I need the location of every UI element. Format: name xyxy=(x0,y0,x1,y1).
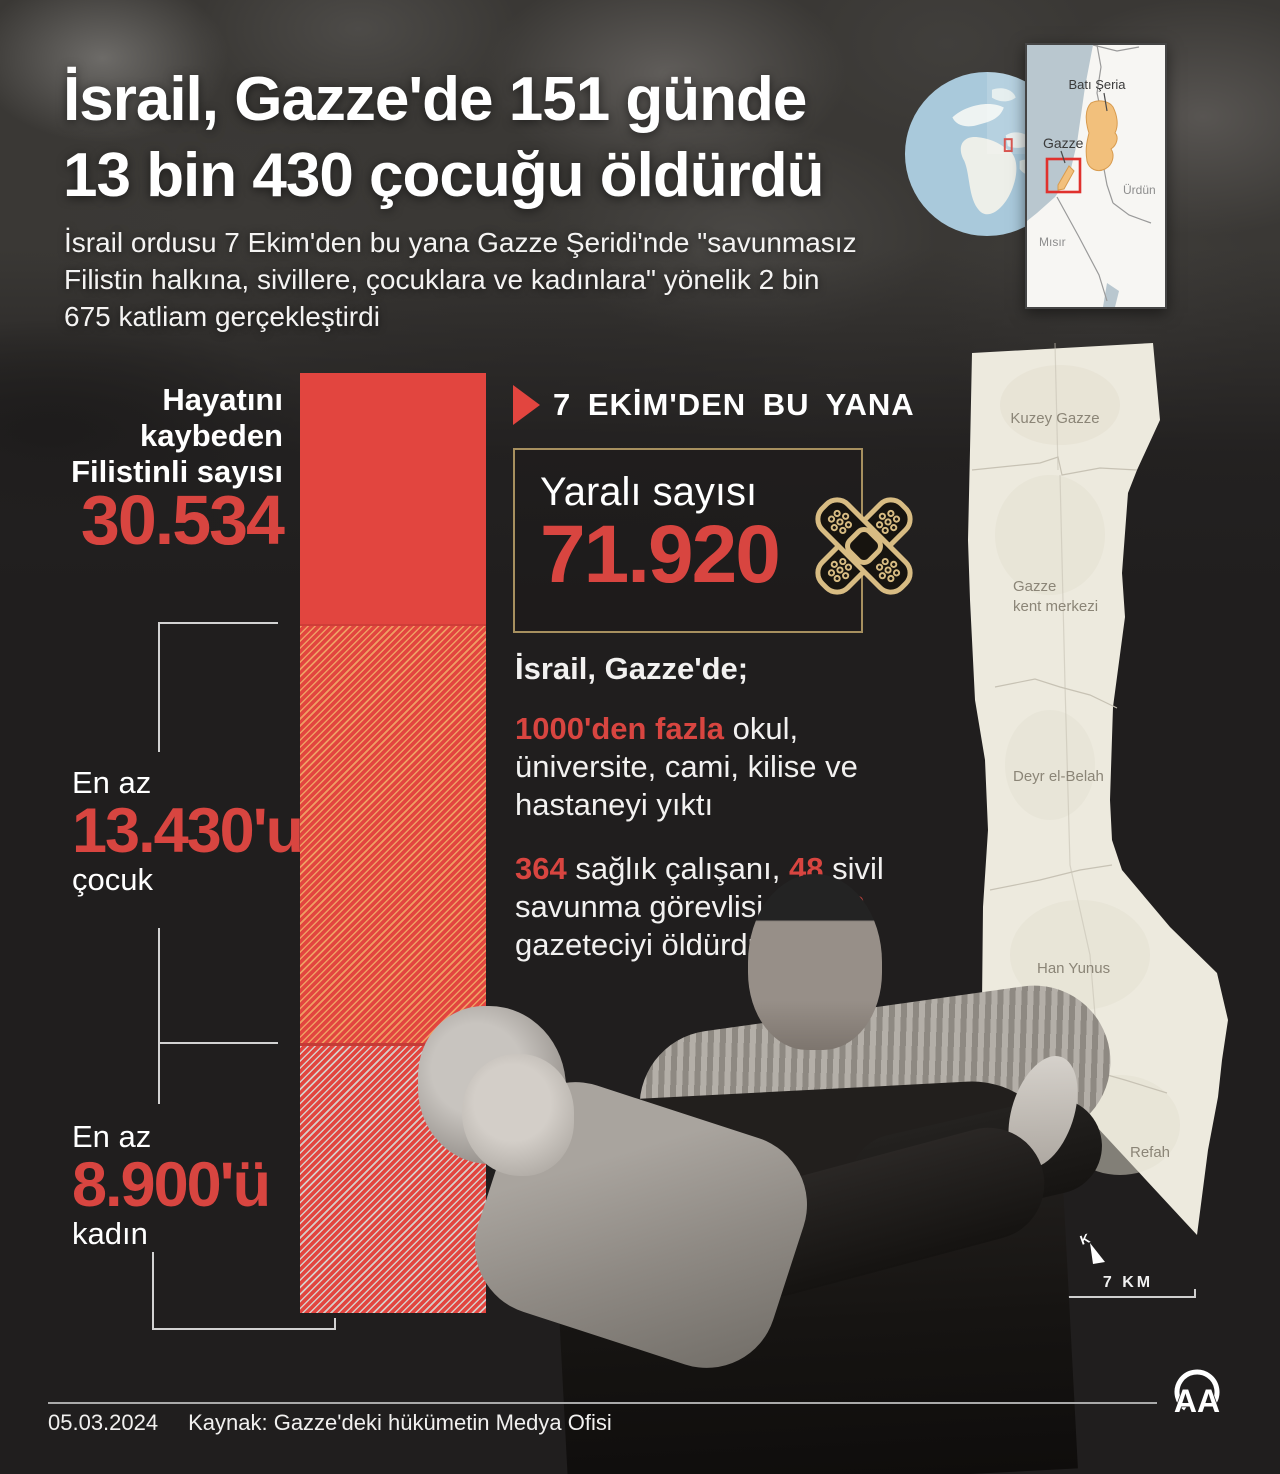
aa-logo: AA xyxy=(1166,1366,1228,1433)
women-stat-value: 8.900'ü xyxy=(72,1150,271,1220)
bandage-icon xyxy=(814,494,914,603)
women-bracket-hook xyxy=(334,1318,336,1330)
fact-destroyed-rest: okul, üniversite, cami, kilise ve hastan… xyxy=(515,711,858,822)
death-toll-label-line1: Hayatını xyxy=(162,382,283,417)
locator-label-west-bank: Batı Şeria xyxy=(1068,77,1126,92)
map-label-rafah: Refah xyxy=(1130,1144,1170,1161)
fact-journalists-text: gazeteciyi öldürdü xyxy=(515,927,765,962)
death-toll-label-line2: kaybeden xyxy=(139,418,283,453)
map-label-gaza-city-1: Gazze xyxy=(1013,578,1056,595)
women-stat-suffix: kadın xyxy=(72,1216,148,1251)
fact-destroyed: 1000'den fazla okul, üniversite, cami, k… xyxy=(515,710,939,824)
footer-source: Kaynak: Gazze'deki hükümetin Medya Ofisi xyxy=(188,1410,612,1435)
children-stat: En az 13.430'u çocuk xyxy=(72,765,304,898)
children-stat-suffix: çocuk xyxy=(72,862,153,897)
subtitle-line-2: Filistin halkına, sivillere, çocuklara v… xyxy=(64,264,820,295)
children-bracket-lower xyxy=(158,928,160,1044)
scale-bar: 7 KM xyxy=(1060,1274,1196,1298)
women-bracket-bottom xyxy=(152,1328,336,1330)
man-head xyxy=(748,874,882,1050)
locator-label-jordan: Ürdün xyxy=(1123,183,1156,197)
women-stat: En az 8.900'ü kadın xyxy=(72,1120,292,1252)
fact-health-workers-text: sağlık çalışanı, xyxy=(566,851,790,886)
fact-destroyed-count: 1000'den fazla xyxy=(515,711,724,746)
subtitle-line-3: 675 katliam gerçekleştirdi xyxy=(64,301,380,332)
since-heading-text: 7 EKİM'DEN BU YANA xyxy=(553,387,915,422)
footer-date: 05.03.2024 xyxy=(48,1410,159,1435)
injured-box: Yaralı sayısı 71.920 xyxy=(513,448,913,633)
women-stat-prefix: En az xyxy=(72,1119,152,1154)
death-toll-label-line3: Filistinli sayısı xyxy=(71,454,283,489)
locator-label-egypt: Mısır xyxy=(1039,235,1066,249)
footer: 05.03.2024 Kaynak: Gazze'deki hükümetin … xyxy=(48,1410,612,1436)
map-label-north-gaza: Kuzey Gazze xyxy=(1010,410,1099,427)
children-stat-prefix: En az xyxy=(72,765,152,800)
fact-health-workers-count: 364 xyxy=(515,851,567,886)
subtitle-line-1: İsrail ordusu 7 Ekim'den bu yana Gazze Ş… xyxy=(64,227,857,258)
child-face xyxy=(462,1054,574,1176)
map-label-khan-yunus: Han Yunus xyxy=(1037,960,1110,977)
subtitle: İsrail ordusu 7 Ekim'den bu yana Gazze Ş… xyxy=(64,224,857,335)
map-label-deir: Deyr el-Belah xyxy=(1013,768,1104,785)
children-bracket-bottom-tick xyxy=(158,1042,278,1044)
women-bracket-upper xyxy=(158,1044,160,1104)
north-arrow-icon: K xyxy=(1078,1230,1105,1264)
stacked-bar-chart xyxy=(300,373,486,1313)
death-toll-label: Hayatını kaybeden Filistinli sayısı xyxy=(30,382,283,490)
bar-segment-other xyxy=(300,373,486,624)
death-toll-value: 30.534 xyxy=(80,481,285,559)
page-title: İsrail, Gazze'de 151 günde 13 bin 430 ço… xyxy=(63,62,824,214)
title-line-2: 13 bin 430 çocuğu öldürdü xyxy=(63,141,824,210)
photo-man-carrying-child xyxy=(418,858,1121,1474)
svg-text:K: K xyxy=(1078,1230,1093,1248)
footer-divider xyxy=(48,1402,1157,1404)
svg-text:7 KM: 7 KM xyxy=(1103,1274,1153,1291)
injured-label: Yaralı sayısı xyxy=(540,470,758,514)
locator-label-gaza: Gazze xyxy=(1043,135,1084,151)
aa-logo-text: AA xyxy=(1174,1383,1220,1419)
facts-intro: İsrail, Gazze'de; xyxy=(515,651,749,686)
injured-value: 71.920 xyxy=(540,509,781,600)
map-label-gaza-city-2: kent merkezi xyxy=(1013,598,1098,615)
children-bracket-top-tick xyxy=(158,622,278,624)
locator-map: Batı Şeria Gazze Ürdün Mısır xyxy=(1025,43,1167,309)
children-stat-value: 13.430'u xyxy=(72,796,304,866)
bar-segment-children xyxy=(300,624,486,1043)
since-heading: 7 EKİM'DEN BU YANA xyxy=(513,385,915,425)
arrow-right-icon xyxy=(513,385,540,425)
children-bracket-upper xyxy=(158,622,160,752)
women-bracket-lower xyxy=(152,1252,154,1330)
title-line-1: İsrail, Gazze'de 151 günde xyxy=(63,65,807,134)
